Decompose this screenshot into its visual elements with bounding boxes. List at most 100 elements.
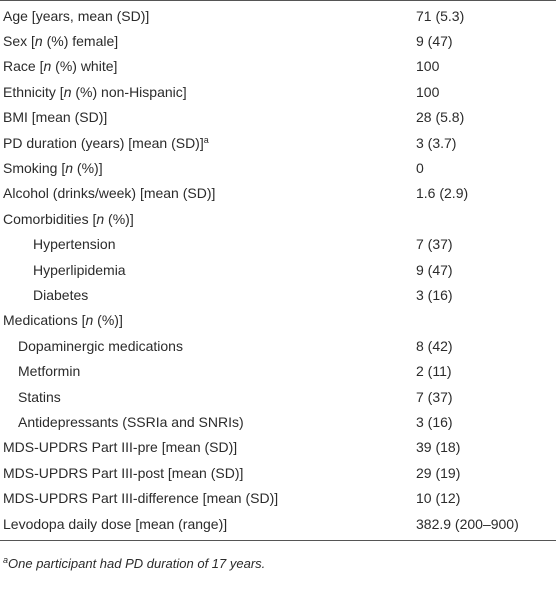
label-text: Race [: [3, 58, 44, 75]
italic-text: n: [43, 58, 52, 75]
label-text: (%)]: [104, 210, 134, 227]
value-text: 71 (5.3): [416, 7, 465, 24]
italic-text: n: [96, 210, 105, 227]
italic-text: n: [34, 33, 43, 50]
label-text: PD duration (years) [mean (SD)]: [3, 134, 204, 151]
label-text: Sex [: [3, 33, 35, 50]
label-text: (%) white]: [51, 58, 118, 75]
value-text: 7 (37): [416, 236, 453, 253]
value-text: 8 (42): [416, 337, 453, 354]
row-label: Diabetes: [0, 282, 416, 307]
table-row: Sex [n (%) female] 9 (47): [0, 28, 556, 53]
row-value: 39 (18): [416, 435, 556, 460]
label-text: (%) non-Hispanic]: [71, 83, 187, 100]
label-text: (%)]: [93, 312, 123, 329]
row-label: Sex [n (%) female]: [0, 28, 416, 53]
table-row: Alcohol (drinks/week) [mean (SD)] 1.6 (2.…: [0, 181, 556, 206]
row-value: 28 (5.8): [416, 105, 556, 130]
table-row: Metformin 2 (11): [0, 358, 556, 383]
value-text: 39 (18): [416, 439, 461, 456]
row-value: 100: [416, 79, 556, 104]
row-label: Levodopa daily dose [mean (range)]: [0, 511, 416, 541]
table-row: Medications [n (%)]: [0, 308, 556, 333]
value-text: 100: [416, 83, 440, 100]
footnote: aOne participant had PD duration of 17 y…: [3, 555, 266, 572]
value-text: 3 (16): [416, 413, 453, 430]
value-text: 100: [416, 58, 440, 75]
row-value: 100: [416, 54, 556, 79]
table-row: PD duration (years) [mean (SD)]a 3 (3.7): [0, 130, 556, 155]
value-text: 28 (5.8): [416, 109, 465, 126]
row-label: Antidepressants (SSRIa and SNRIs): [0, 409, 416, 434]
row-value: 382.9 (200–900): [416, 511, 556, 541]
table-row: Levodopa daily dose [mean (range)] 382.9 …: [0, 511, 556, 541]
label-text: Hyperlipidemia: [33, 261, 126, 278]
label-text: (%)]: [73, 160, 103, 177]
row-label: Hypertension: [0, 232, 416, 257]
row-value: 10 (12): [416, 485, 556, 510]
row-value: 29 (19): [416, 460, 556, 485]
row-label: Statins: [0, 384, 416, 409]
row-label: Ethnicity [n (%) non-Hispanic]: [0, 79, 416, 104]
label-text: Statins: [18, 388, 61, 405]
row-label: Medications [n (%)]: [0, 308, 416, 333]
footnote-text: One participant had PD duration of 17 ye…: [8, 556, 266, 571]
value-text: 7 (37): [416, 388, 453, 405]
row-label: Comorbidities [n (%)]: [0, 206, 416, 231]
table-row: Smoking [n (%)] 0: [0, 155, 556, 180]
row-value: 2 (11): [416, 358, 556, 383]
row-label: BMI [mean (SD)]: [0, 105, 416, 130]
row-value: 3 (16): [416, 409, 556, 434]
table-row: Age [years, mean (SD)] 71 (5.3): [0, 1, 556, 29]
value-text: 2 (11): [416, 363, 452, 380]
table-row: MDS-UPDRS Part III-difference [mean (SD)…: [0, 485, 556, 510]
table-row: Ethnicity [n (%) non-Hispanic] 100: [0, 79, 556, 104]
row-value: 7 (37): [416, 232, 556, 257]
value-text: 9 (47): [416, 33, 453, 50]
row-value: 9 (47): [416, 28, 556, 53]
superscript: a: [203, 134, 209, 145]
row-label: PD duration (years) [mean (SD)]a: [0, 130, 416, 155]
row-value: 71 (5.3): [416, 1, 556, 29]
table-row: Hypertension 7 (37): [0, 232, 556, 257]
table-row: Antidepressants (SSRIa and SNRIs) 3 (16): [0, 409, 556, 434]
label-text: MDS-UPDRS Part III-post [mean (SD)]: [3, 464, 244, 481]
row-label: Metformin: [0, 358, 416, 383]
row-label: Alcohol (drinks/week) [mean (SD)]: [0, 181, 416, 206]
label-text: Age [years, mean (SD)]: [3, 7, 150, 24]
italic-text: n: [65, 160, 74, 177]
row-label: MDS-UPDRS Part III-pre [mean (SD)]: [0, 435, 416, 460]
row-label: Race [n (%) white]: [0, 54, 416, 79]
label-text: (%) female]: [42, 33, 119, 50]
row-value: 1.6 (2.9): [416, 181, 556, 206]
table-row: Diabetes 3 (16): [0, 282, 556, 307]
value-text: 0: [416, 160, 424, 177]
row-value: 9 (47): [416, 257, 556, 282]
label-text: Comorbidities [: [3, 210, 97, 227]
value-text: 382.9 (200–900): [416, 515, 519, 532]
table-row: Hyperlipidemia 9 (47): [0, 257, 556, 282]
table-row: BMI [mean (SD)] 28 (5.8): [0, 105, 556, 130]
value-text: 29 (19): [416, 464, 461, 481]
label-text: Ethnicity [: [3, 83, 64, 100]
row-value: 8 (42): [416, 333, 556, 358]
row-label: MDS-UPDRS Part III-post [mean (SD)]: [0, 460, 416, 485]
label-text: Levodopa daily dose [mean (range)]: [3, 515, 228, 532]
row-value: [416, 206, 556, 231]
table-row: Comorbidities [n (%)]: [0, 206, 556, 231]
value-text: 3 (3.7): [416, 134, 457, 151]
table-row: MDS-UPDRS Part III-pre [mean (SD)] 39 (18…: [0, 435, 556, 460]
row-value: 3 (3.7): [416, 130, 556, 155]
label-text: Antidepressants (SSRIa and SNRIs): [18, 413, 244, 430]
italic-text: n: [85, 312, 94, 329]
italic-text: n: [63, 83, 72, 100]
row-label: Age [years, mean (SD)]: [0, 1, 416, 29]
label-text: BMI [mean (SD)]: [3, 109, 108, 126]
table-row: Dopaminergic medications 8 (42): [0, 333, 556, 358]
table-row: MDS-UPDRS Part III-post [mean (SD)] 29 (1…: [0, 460, 556, 485]
label-text: Smoking [: [3, 160, 66, 177]
data-table: Age [years, mean (SD)] 71 (5.3) Sex [n (%)…: [0, 0, 556, 542]
footnote-marker: a: [3, 555, 9, 565]
label-text: Medications [: [3, 312, 86, 329]
